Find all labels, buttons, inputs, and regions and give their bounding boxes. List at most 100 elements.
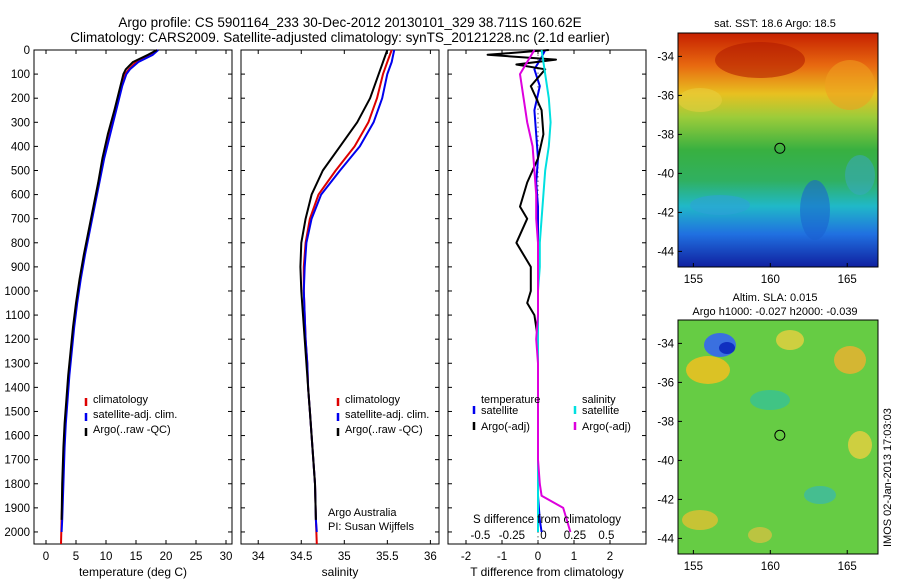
x-tick-label: 15 — [130, 551, 143, 563]
annotation-argo-australia: Argo Australia — [328, 507, 397, 519]
y-tick-label: 0 — [24, 45, 30, 57]
y-tick-label: 300 — [11, 117, 30, 129]
difference-panel: -2 -1 0 1 2 -0.5 -0.25 0 0.25 0.5 temperature sat… — [447, 49, 647, 579]
salinity-legend: climatology satellite-adj. clim. Argo(..… — [336, 394, 429, 436]
sst-map-panel: sat. SST: 18.6 Argo: 18.5 155 160 165 -34 -3… — [657, 18, 879, 286]
y-tick-label: 100 — [11, 69, 30, 81]
s-difference-label: S difference from climatology — [473, 514, 621, 526]
x-tick-label: 20 — [160, 551, 173, 563]
header-line-1: Argo profile: CS 5901164_233 30-Dec-2012… — [118, 15, 581, 30]
map-x-tick-label: 160 — [761, 561, 780, 573]
difference-series — [486, 49, 572, 533]
x-tick-label: -1 — [497, 551, 507, 563]
sla-map-subtitle: Argo h1000: -0.027 h2000: -0.039 — [692, 306, 857, 318]
x-tick-label: -2 — [461, 551, 471, 563]
legend-climatology: climatology — [345, 394, 401, 406]
x-tick-label: 35 — [338, 551, 351, 563]
legend-satellite-adj: satellite-adj. clim. — [345, 409, 429, 421]
s-tick-label: 0.25 — [564, 530, 586, 542]
x-tick-label: 36 — [424, 551, 437, 563]
y-tick-label: 1000 — [4, 286, 30, 298]
map-y-tick-label: -34 — [657, 338, 674, 350]
s-tick-label: -0.5 — [470, 530, 490, 542]
sst-map-title: sat. SST: 18.6 Argo: 18.5 — [714, 18, 836, 30]
sla-map-title: Altim. SLA: 0.015 — [733, 292, 818, 304]
x-tick-label: 25 — [190, 551, 203, 563]
sla-map-frame — [677, 319, 879, 555]
x-tick-label: 34 — [252, 551, 265, 563]
argo-location-marker — [774, 142, 786, 154]
y-tick-label: 1800 — [4, 479, 30, 491]
x-tick-label: 5 — [73, 551, 79, 563]
salinity-axes: 34 34.5 35 35.5 36 — [241, 49, 439, 563]
y-tick-label: 2000 — [4, 527, 30, 539]
series-line-satellite-adj-clim — [60, 49, 159, 533]
x-tick-label: 10 — [100, 551, 113, 563]
temperature-legend: climatology satellite-adj. clim. Argo(..… — [84, 394, 177, 436]
y-tick-label: 500 — [11, 165, 30, 177]
temperature-plot-frame — [33, 49, 233, 545]
y-tick-label: 1300 — [4, 358, 30, 370]
difference-axes: -2 -1 0 1 2 -0.5 -0.25 0 0.25 0.5 — [448, 49, 646, 563]
y-tick-label: 1200 — [4, 334, 30, 346]
s-tick-label: -0.25 — [499, 530, 525, 542]
sst-map-axes: 155 160 165 -34 -36 -38 -40 -42 -44 — [657, 51, 856, 286]
series-line-salinity-argo-adj — [519, 49, 572, 533]
temperature-axes: 0 5 10 15 20 25 300100200300400500600700800900… — [4, 45, 232, 563]
y-tick-label: 1400 — [4, 382, 30, 394]
map-y-tick-label: -42 — [657, 494, 674, 506]
y-tick-label: 1900 — [4, 503, 30, 515]
map-x-tick-label: 165 — [838, 274, 857, 286]
map-y-tick-label: -36 — [657, 377, 674, 389]
sla-map-axes: 155 160 165 -34 -36 -38 -40 -42 -44 — [657, 338, 856, 573]
x-tick-label: 1 — [571, 551, 577, 563]
map-x-tick-label: 155 — [684, 561, 703, 573]
x-tick-label: 34.5 — [290, 551, 312, 563]
legend-argo-raw: Argo(..raw -QC) — [93, 424, 171, 436]
sla-texture — [682, 330, 872, 543]
series-line-argo-raw-qc — [299, 49, 389, 520]
s-tick-label: 0.5 — [598, 530, 614, 542]
salinity-panel: 34 34.5 35 35.5 36 climatology satellite-adj… — [240, 49, 440, 579]
annotation-pi: PI: Susan Wijffels — [328, 521, 414, 533]
legend-climatology: climatology — [93, 394, 149, 406]
map-y-tick-label: -38 — [657, 416, 674, 428]
y-tick-label: 600 — [11, 190, 30, 202]
y-tick-label: 700 — [11, 214, 30, 226]
map-y-tick-label: -44 — [657, 533, 674, 545]
y-tick-label: 1500 — [4, 406, 30, 418]
x-tick-label: 0 — [43, 551, 49, 563]
sst-map-frame — [677, 32, 879, 268]
x-tick-label: 35.5 — [376, 551, 398, 563]
temperature-series — [60, 49, 159, 545]
legend-salinity-heading: salinity — [582, 394, 616, 406]
y-tick-label: 800 — [11, 238, 30, 250]
difference-plot-frame — [447, 49, 647, 545]
legend-satellite-adj: satellite-adj. clim. — [93, 409, 177, 421]
y-tick-label: 1700 — [4, 455, 30, 467]
imos-timestamp: IMOS 02-Jan-2013 17:03:03 — [882, 408, 894, 547]
temperature-xlabel: temperature (deg C) — [79, 565, 187, 579]
map-y-tick-label: -34 — [657, 51, 674, 63]
map-y-tick-label: -44 — [657, 246, 674, 258]
x-tick-label: 2 — [607, 551, 613, 563]
map-x-tick-label: 165 — [838, 561, 857, 573]
argo-location-marker — [774, 429, 786, 441]
map-x-tick-label: 155 — [684, 274, 703, 286]
map-x-tick-label: 160 — [761, 274, 780, 286]
map-y-tick-label: -38 — [657, 129, 674, 141]
s-tick-label: 0 — [540, 530, 546, 542]
map-y-tick-label: -42 — [657, 207, 674, 219]
t-difference-xlabel: T difference from climatology — [470, 565, 624, 579]
y-tick-label: 1600 — [4, 431, 30, 443]
legend-s-satellite: satellite — [582, 405, 619, 417]
map-y-tick-label: -40 — [657, 455, 674, 467]
legend-t-satellite: satellite — [481, 405, 518, 417]
series-line-argo-raw-qc — [60, 49, 158, 520]
y-tick-label: 400 — [11, 141, 30, 153]
difference-legend: temperature satellite Argo(-adj) salinit… — [472, 394, 631, 433]
temperature-panel: 0 5 10 15 20 25 300100200300400500600700800900… — [4, 45, 233, 579]
y-tick-label: 200 — [11, 93, 30, 105]
salinity-xlabel: salinity — [322, 565, 359, 579]
